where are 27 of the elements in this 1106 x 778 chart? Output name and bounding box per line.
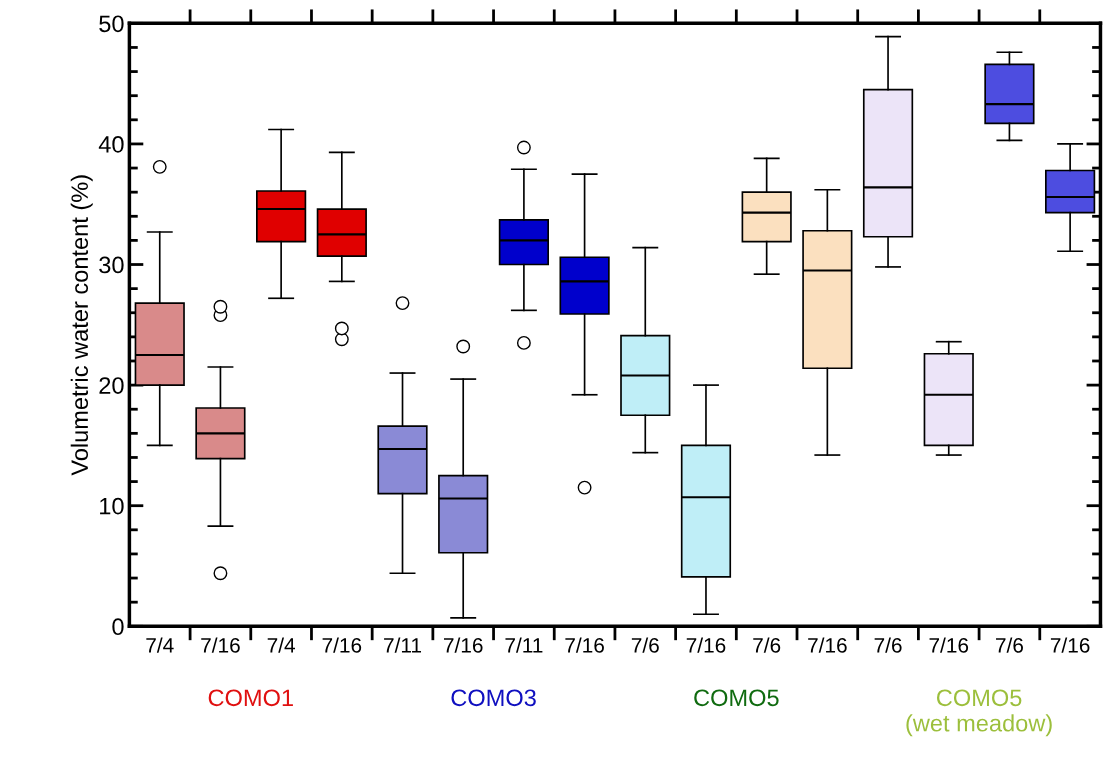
x-tick-label: 7/16 [808, 637, 847, 653]
text: COMO5 (wet meadow) [906, 689, 1052, 737]
y-tick-label: 40 [98, 136, 124, 153]
x-tick-label: 7/16 [565, 637, 604, 653]
y-axis-title: Volumetric water content (%) [70, 175, 93, 476]
text: COMO3 [451, 689, 536, 707]
x-tick-label: 7/16 [444, 637, 483, 653]
x-tick-label: 7/16 [322, 637, 362, 653]
y-tick-label: 30 [99, 256, 124, 274]
y-tick-label: 50 [99, 15, 124, 33]
y-tick-label: 10 [100, 497, 124, 515]
x-tick-label: 7/6 [631, 637, 659, 653]
y-tick-label: 20 [99, 377, 124, 394]
x-tick-label: 7/11 [505, 637, 543, 653]
x-tick-label: 7/6 [996, 637, 1023, 653]
x-tick-label: 7/16 [1050, 637, 1090, 653]
x-tick-label: 7/6 [753, 637, 781, 653]
x-tick-label: 7/4 [146, 637, 174, 653]
text: COMO1 [208, 689, 293, 707]
x-tick-label: 7/11 [384, 637, 422, 653]
y-tick-label: 0 [112, 618, 124, 636]
text: COMO5 [694, 689, 779, 707]
x-tick-label: 7/4 [267, 637, 295, 653]
x-tick-label: 7/16 [201, 637, 240, 653]
x-tick-label: 7/16 [929, 637, 969, 653]
x-tick-label: 7/6 [874, 637, 902, 653]
x-tick-label: 7/16 [686, 637, 726, 653]
